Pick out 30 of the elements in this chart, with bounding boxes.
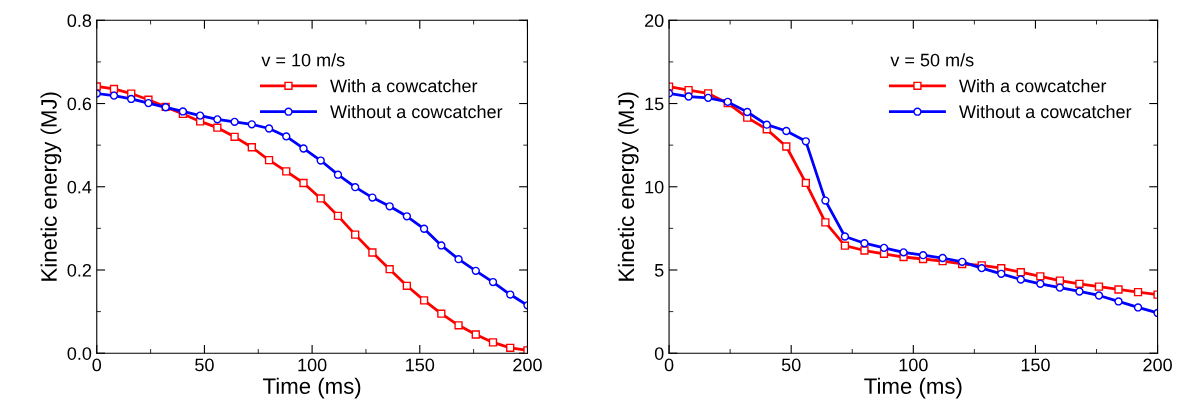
x-tick-label: 0 (92, 358, 102, 372)
y-tick-label: 0.2 (67, 263, 91, 277)
legend-title: v = 10 m/s (261, 53, 345, 67)
y-axis-title: Kinetic energy (MJ) (617, 92, 639, 281)
y-tick-label: 0.8 (67, 14, 92, 28)
x-axis-title: Time (ms) (864, 377, 962, 399)
legend-label: With a cowcatcher (330, 79, 478, 93)
y-tick-label: 10 (645, 180, 664, 194)
x-tick-label: 200 (1143, 358, 1172, 372)
y-axis-title: Kinetic energy (MJ) (40, 92, 62, 281)
y-tick-label: 20 (645, 14, 664, 28)
x-tick-label: 50 (781, 358, 801, 372)
legend-label: Without a cowcatcher (330, 104, 503, 119)
x-tick-label: 100 (298, 358, 327, 372)
y-tick-label: 0.4 (67, 180, 92, 194)
legend-title: v = 50 m/s (890, 53, 974, 67)
x-tick-label: 150 (1021, 358, 1050, 372)
x-tick-label: 100 (899, 358, 928, 372)
x-tick-label: 0 (664, 358, 674, 372)
legend-label: Without a cowcatcher (959, 104, 1132, 119)
y-tick-label: 5 (654, 264, 664, 277)
x-tick-label: 50 (195, 358, 214, 372)
y-tick-label: 0.0 (67, 347, 92, 360)
x-axis-title: Time (ms) (263, 377, 361, 399)
y-tick-label: 0 (654, 347, 664, 360)
y-tick-label: 0.6 (67, 97, 92, 111)
x-tick-label: 200 (513, 358, 542, 372)
legend-label: With a cowcatcher (959, 79, 1107, 93)
y-tick-label: 15 (645, 97, 664, 111)
x-tick-label: 150 (406, 358, 435, 372)
